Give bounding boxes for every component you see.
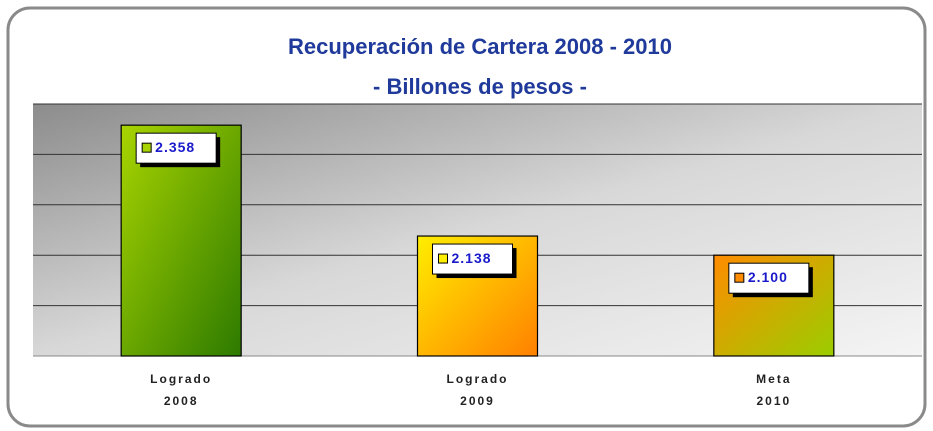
chart-subtitle: - Billones de pesos -: [373, 74, 587, 99]
data-label: 2.138: [452, 250, 492, 266]
label-key: [438, 253, 448, 264]
chart-title: Recuperación de Cartera 2008 - 2010: [288, 34, 672, 59]
data-label: 2.358: [155, 139, 195, 155]
label-key: [141, 142, 152, 153]
label-box: [728, 262, 810, 294]
x-tick-label: Logrado: [150, 372, 212, 386]
label-key: [734, 272, 745, 283]
x-tick-label: Logrado: [447, 372, 509, 386]
x-tick-label: 2010: [756, 394, 791, 408]
x-tick-label: 2008: [164, 394, 199, 408]
x-tick-label: Meta: [756, 372, 791, 386]
x-tick-label: 2009: [460, 394, 495, 408]
data-label: 2.100: [748, 269, 788, 285]
